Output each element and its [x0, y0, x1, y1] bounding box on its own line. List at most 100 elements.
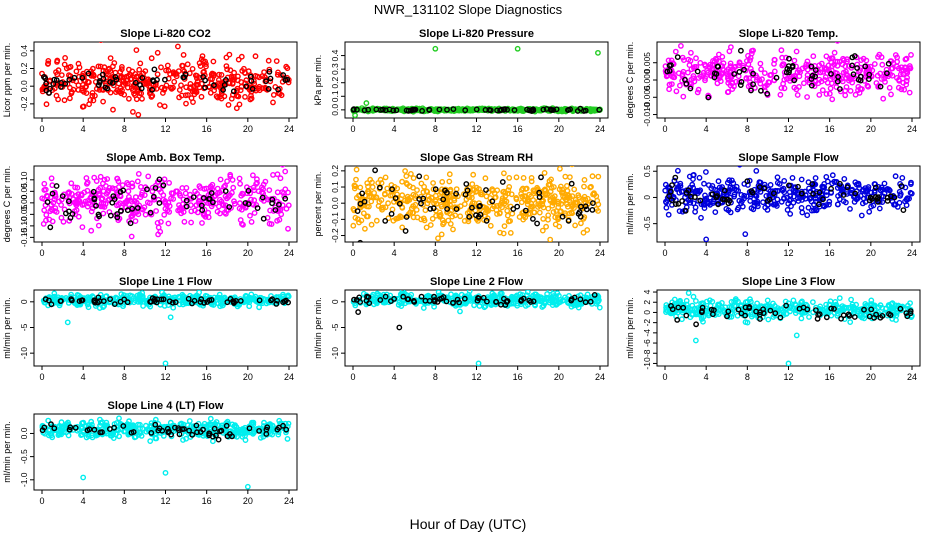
data-point	[430, 180, 436, 186]
x-tick-label: 24	[284, 124, 294, 134]
x-tick-label: 12	[783, 248, 793, 258]
data-point	[44, 193, 51, 200]
data-point	[382, 204, 389, 211]
data-point-highlight	[172, 299, 179, 306]
data-point-highlight	[850, 71, 857, 78]
data-point-highlight	[709, 191, 716, 198]
data-point	[107, 55, 114, 61]
data-point	[812, 181, 819, 188]
data-point	[884, 185, 891, 192]
data-point	[166, 179, 173, 186]
data-point	[578, 220, 584, 227]
data-point	[892, 173, 899, 180]
data-point	[509, 210, 516, 217]
data-point	[170, 70, 177, 77]
data-point	[499, 195, 506, 202]
data-point	[506, 183, 513, 190]
panel-title: Slope Li-820 CO2	[120, 28, 210, 40]
data-point-highlight	[767, 307, 774, 314]
data-point-highlight	[41, 74, 47, 80]
data-point	[43, 211, 50, 218]
data-point	[505, 218, 512, 225]
data-point-highlight	[885, 60, 892, 67]
data-point-highlight	[67, 214, 74, 221]
data-point-highlight	[274, 297, 280, 304]
data-point	[125, 95, 132, 102]
data-point-highlight	[898, 183, 905, 190]
x-tick-label: 4	[81, 496, 86, 506]
x-tick-label: 20	[554, 248, 564, 258]
data-point-highlight	[786, 182, 792, 189]
data-point	[274, 189, 281, 196]
data-point-highlight	[568, 180, 575, 187]
data-point	[140, 303, 147, 309]
data-point	[431, 108, 438, 115]
data-point	[198, 93, 205, 100]
data-point	[141, 204, 148, 211]
data-point	[399, 192, 406, 199]
data-point	[799, 209, 806, 216]
data-point	[100, 98, 107, 105]
data-point-highlight	[711, 307, 717, 313]
y-tick-label: 4	[642, 289, 652, 294]
figure-title: NWR_131102 Slope Diagnostics	[373, 2, 563, 17]
data-point	[725, 73, 731, 80]
data-point	[205, 209, 212, 216]
data-point	[787, 196, 794, 203]
data-point	[738, 191, 745, 198]
data-point-highlight	[419, 108, 425, 114]
data-point-highlight	[190, 194, 197, 201]
data-point	[808, 198, 815, 205]
data-point-highlight	[269, 296, 276, 303]
x-tick-label: 8	[122, 124, 127, 134]
y-tick-label: -0.5	[642, 216, 652, 231]
data-point-highlight	[530, 215, 536, 222]
data-point	[862, 300, 869, 307]
data-point-highlight	[161, 76, 168, 83]
data-point	[79, 87, 85, 94]
data-point	[45, 58, 52, 64]
data-point	[239, 433, 246, 440]
outlier-point	[352, 112, 358, 118]
data-point	[691, 64, 698, 70]
data-point-highlight	[71, 74, 78, 81]
data-point	[148, 55, 155, 62]
data-point	[748, 205, 755, 212]
data-point-highlight	[907, 308, 914, 314]
data-point	[695, 86, 702, 93]
data-point-highlight	[43, 80, 49, 87]
panel-title: Slope Li-820 Pressure	[419, 28, 534, 40]
data-point	[154, 219, 161, 226]
data-points	[40, 290, 292, 366]
data-point	[747, 296, 753, 303]
data-point-highlight	[741, 66, 747, 73]
data-point	[784, 206, 791, 213]
data-point	[217, 176, 224, 183]
data-point	[798, 176, 805, 183]
data-point-highlight	[559, 213, 566, 220]
data-point	[742, 319, 749, 325]
data-point	[422, 207, 429, 214]
data-point	[823, 310, 830, 317]
data-point	[382, 174, 389, 181]
data-point-highlight	[444, 206, 450, 212]
data-point	[43, 101, 50, 108]
data-point	[106, 66, 113, 73]
data-point	[236, 200, 243, 207]
data-point	[827, 85, 834, 92]
data-point	[207, 89, 214, 96]
data-point	[214, 185, 221, 192]
data-point-highlight	[473, 212, 479, 219]
x-tick-label: 24	[907, 124, 917, 134]
data-point	[58, 202, 64, 208]
data-point	[511, 295, 518, 302]
data-point	[865, 184, 872, 190]
data-point	[547, 290, 553, 294]
y-tick-label: -0.2	[19, 96, 29, 111]
data-point-highlight	[534, 220, 540, 227]
data-point-highlight	[735, 306, 742, 313]
data-point	[898, 86, 905, 93]
data-point	[556, 223, 563, 230]
x-tick-label: 16	[202, 124, 212, 134]
data-point	[709, 298, 716, 305]
